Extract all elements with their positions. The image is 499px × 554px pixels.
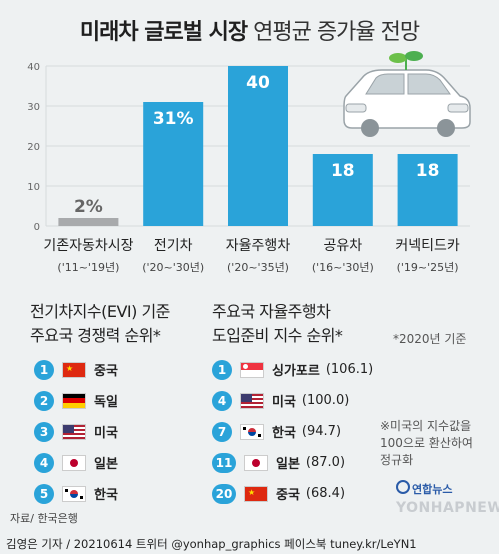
rank-badge: 1 (212, 359, 232, 380)
y-tick-label: 40 (27, 62, 40, 73)
bar (58, 218, 119, 226)
rank-item: 3 미국 (34, 416, 118, 447)
country-name: 일본 (94, 457, 118, 472)
readiness-score: (68.4) (305, 486, 346, 501)
y-tick-label: 30 (27, 102, 40, 113)
logo-korean: 연합뉴스 (412, 483, 453, 496)
rank-badge: 11 (212, 452, 236, 473)
evi-rank-list: 1 ★ 중국 2 독일 3 미국 4 일본 5 한국 (34, 354, 118, 509)
rank-badge: 5 (34, 483, 54, 504)
rank-badge: 20 (212, 483, 236, 504)
readiness-score: (94.7) (301, 424, 342, 439)
rank-item: 1 ★ 중국 (34, 354, 118, 385)
rank-item: 2 독일 (34, 385, 118, 416)
rank-badge: 2 (34, 390, 54, 411)
country-name: 한국 (272, 426, 296, 441)
data-label: 31% (153, 109, 194, 129)
rank-badge: 1 (34, 359, 54, 380)
title-light: 연평균 증가율 전망 (253, 20, 420, 45)
period-label: ('19~'25년) (397, 261, 459, 274)
data-label: 2% (74, 197, 103, 217)
rank-badge: 7 (212, 421, 232, 442)
cn-flag-icon: ★ (62, 361, 86, 378)
us-flag-icon (62, 423, 86, 440)
category-label: 전기차 (154, 238, 193, 254)
yonhap-logo: 연합뉴스 YONHAPNEWS (376, 480, 499, 530)
yonhap-logo-icon (396, 480, 410, 494)
us-flag-icon (240, 392, 264, 409)
country-name: 중국 (94, 364, 118, 379)
av-heading: 주요국 자율주행차 도입준비 지수 순위* (212, 302, 343, 345)
kr-flag-icon (62, 485, 86, 502)
de-flag-icon (62, 392, 86, 409)
period-label: ('11~'19년) (57, 261, 119, 274)
rank-item: 4 일본 (34, 447, 118, 478)
normalization-footnote: ※미국의 지수값을 100으로 환산하여 정규화 (380, 419, 473, 467)
rank-badge: 4 (212, 390, 232, 411)
category-label: 기존자동차시장 (43, 238, 133, 254)
bar (228, 66, 288, 226)
chart-labels: 2% 기존자동차시장 ('11~'19년) 31% 전기차 ('20~'30년) 40 자율주… (43, 73, 460, 274)
rank-item: 7 한국 (94.7) (212, 416, 373, 447)
bar-chart: 0 10 20 30 40 2% 기존자동차시장 ('11~'19년) 31% 전기차 ('20~… (27, 51, 471, 274)
jp-flag-icon (244, 454, 268, 471)
rank-item: 4 미국 (100.0) (212, 385, 373, 416)
rank-badge: 4 (34, 452, 54, 473)
rank-item: 5 한국 (34, 478, 118, 509)
category-label: 커넥티드카 (395, 238, 460, 254)
period-label: ('20~'30년) (142, 261, 204, 274)
car-with-sprout-icon (343, 51, 471, 137)
data-label: 18 (331, 161, 355, 181)
sg-flag-icon (240, 361, 264, 378)
country-name: 한국 (94, 488, 118, 503)
rank-item: 20 ★ 중국 (68.4) (212, 478, 373, 509)
category-label: 자율주행차 (226, 238, 291, 254)
rank-item: 1 싱가포르 (106.1) (212, 354, 373, 385)
data-label: 18 (416, 161, 440, 181)
y-tick-label: 20 (27, 142, 40, 153)
period-label: ('16~'30년) (312, 261, 374, 274)
period-label: ('20~'35년) (227, 261, 289, 274)
country-name: 중국 (276, 488, 300, 503)
readiness-score: (106.1) (325, 362, 374, 377)
country-name: 미국 (272, 395, 296, 410)
y-tick-label: 0 (34, 222, 40, 233)
source-note: 자료/ 한국은행 (10, 512, 78, 525)
country-name: 일본 (276, 457, 300, 472)
credit-footer: 김영은 기자 / 20210614 트위터 @yonhap_graphics 페… (0, 534, 499, 554)
readiness-score: (100.0) (301, 393, 350, 408)
evi-heading: 전기차지수(EVI) 기준 주요국 경쟁력 순위* (30, 302, 170, 345)
title-bold: 미래차 글로벌 시장 (79, 20, 248, 45)
logo-english: YONHAPNEWS (396, 500, 499, 516)
av-rank-list: 1 싱가포르 (106.1) 4 미국 (100.0) 7 한국 (94.7) 11 일본 (87.0… (212, 354, 373, 509)
country-name: 미국 (94, 426, 118, 441)
bar (397, 154, 458, 226)
y-tick-label: 10 (27, 182, 40, 193)
bar (143, 102, 204, 226)
page-title: 미래차 글로벌 시장 연평균 증가율 전망 (0, 14, 499, 46)
bar (312, 154, 373, 226)
jp-flag-icon (62, 454, 86, 471)
country-name: 싱가포르 (272, 364, 320, 379)
data-label: 40 (246, 73, 270, 93)
country-name: 독일 (94, 395, 118, 410)
category-label: 공유차 (323, 238, 362, 254)
kr-flag-icon (240, 423, 264, 440)
rank-item: 11 일본 (87.0) (212, 447, 373, 478)
rank-badge: 3 (34, 421, 54, 442)
year-note: *2020년 기준 (393, 332, 467, 346)
cn-flag-icon: ★ (244, 485, 268, 502)
chart-bars (58, 66, 458, 226)
readiness-score: (87.0) (305, 455, 346, 470)
